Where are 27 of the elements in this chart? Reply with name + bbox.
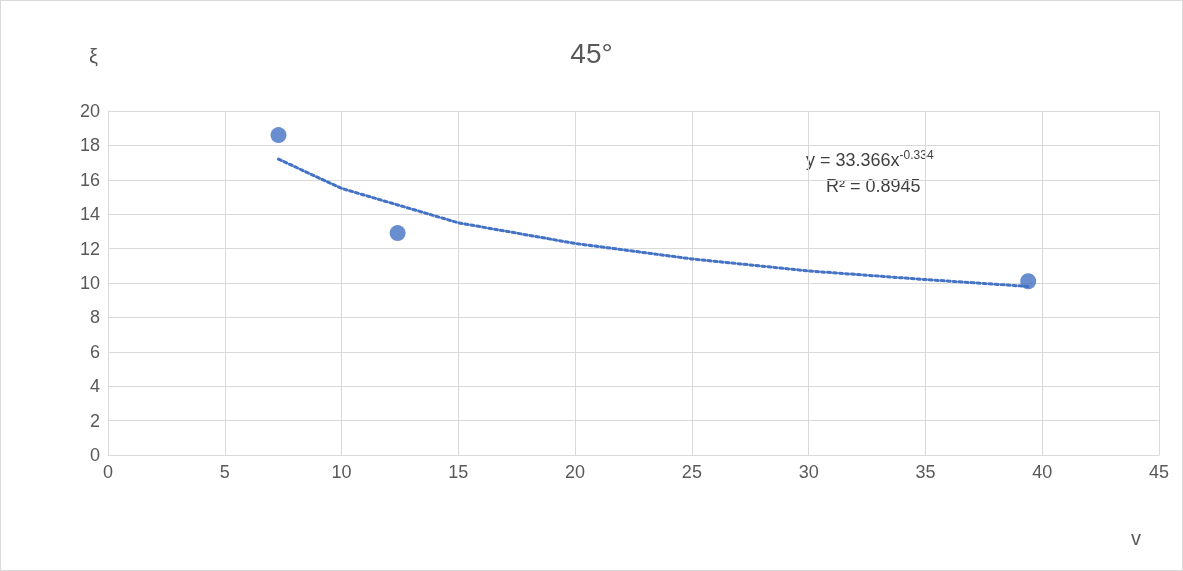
y-tick-label: 0 [89,445,100,465]
point [270,127,287,144]
y-tick-label: 10 [79,273,100,293]
y-tick-label: 12 [79,238,100,259]
x-tick-label: 25 [681,462,702,482]
y-tick-label: 18 [79,135,100,156]
y-tick-label: 14 [79,204,100,225]
x-tick-label: 5 [219,462,230,482]
x-tick-label: 45 [1148,462,1170,482]
x-tick-label: 15 [448,462,469,482]
point [1020,273,1037,290]
y-tick-label: 16 [79,169,100,190]
x-tick-label: 40 [1032,462,1053,482]
x-tick-label: 30 [798,462,819,482]
x-tick-label: 35 [915,462,936,482]
x-tick-label: 20 [565,462,586,482]
y-tick-label: 2 [89,410,100,431]
y-tick-label: 6 [89,341,100,362]
y-tick-label: 20 [79,101,100,121]
x-axis-title: v [1131,527,1141,549]
point [389,225,406,242]
y-tick-label: 4 [89,376,100,397]
chart-title: 45° [570,37,613,69]
y-axis-title: ξ [89,45,98,67]
x-tick-label: 0 [102,462,114,482]
y-tick-label: 8 [89,307,100,328]
x-tick-label: 10 [331,462,352,482]
